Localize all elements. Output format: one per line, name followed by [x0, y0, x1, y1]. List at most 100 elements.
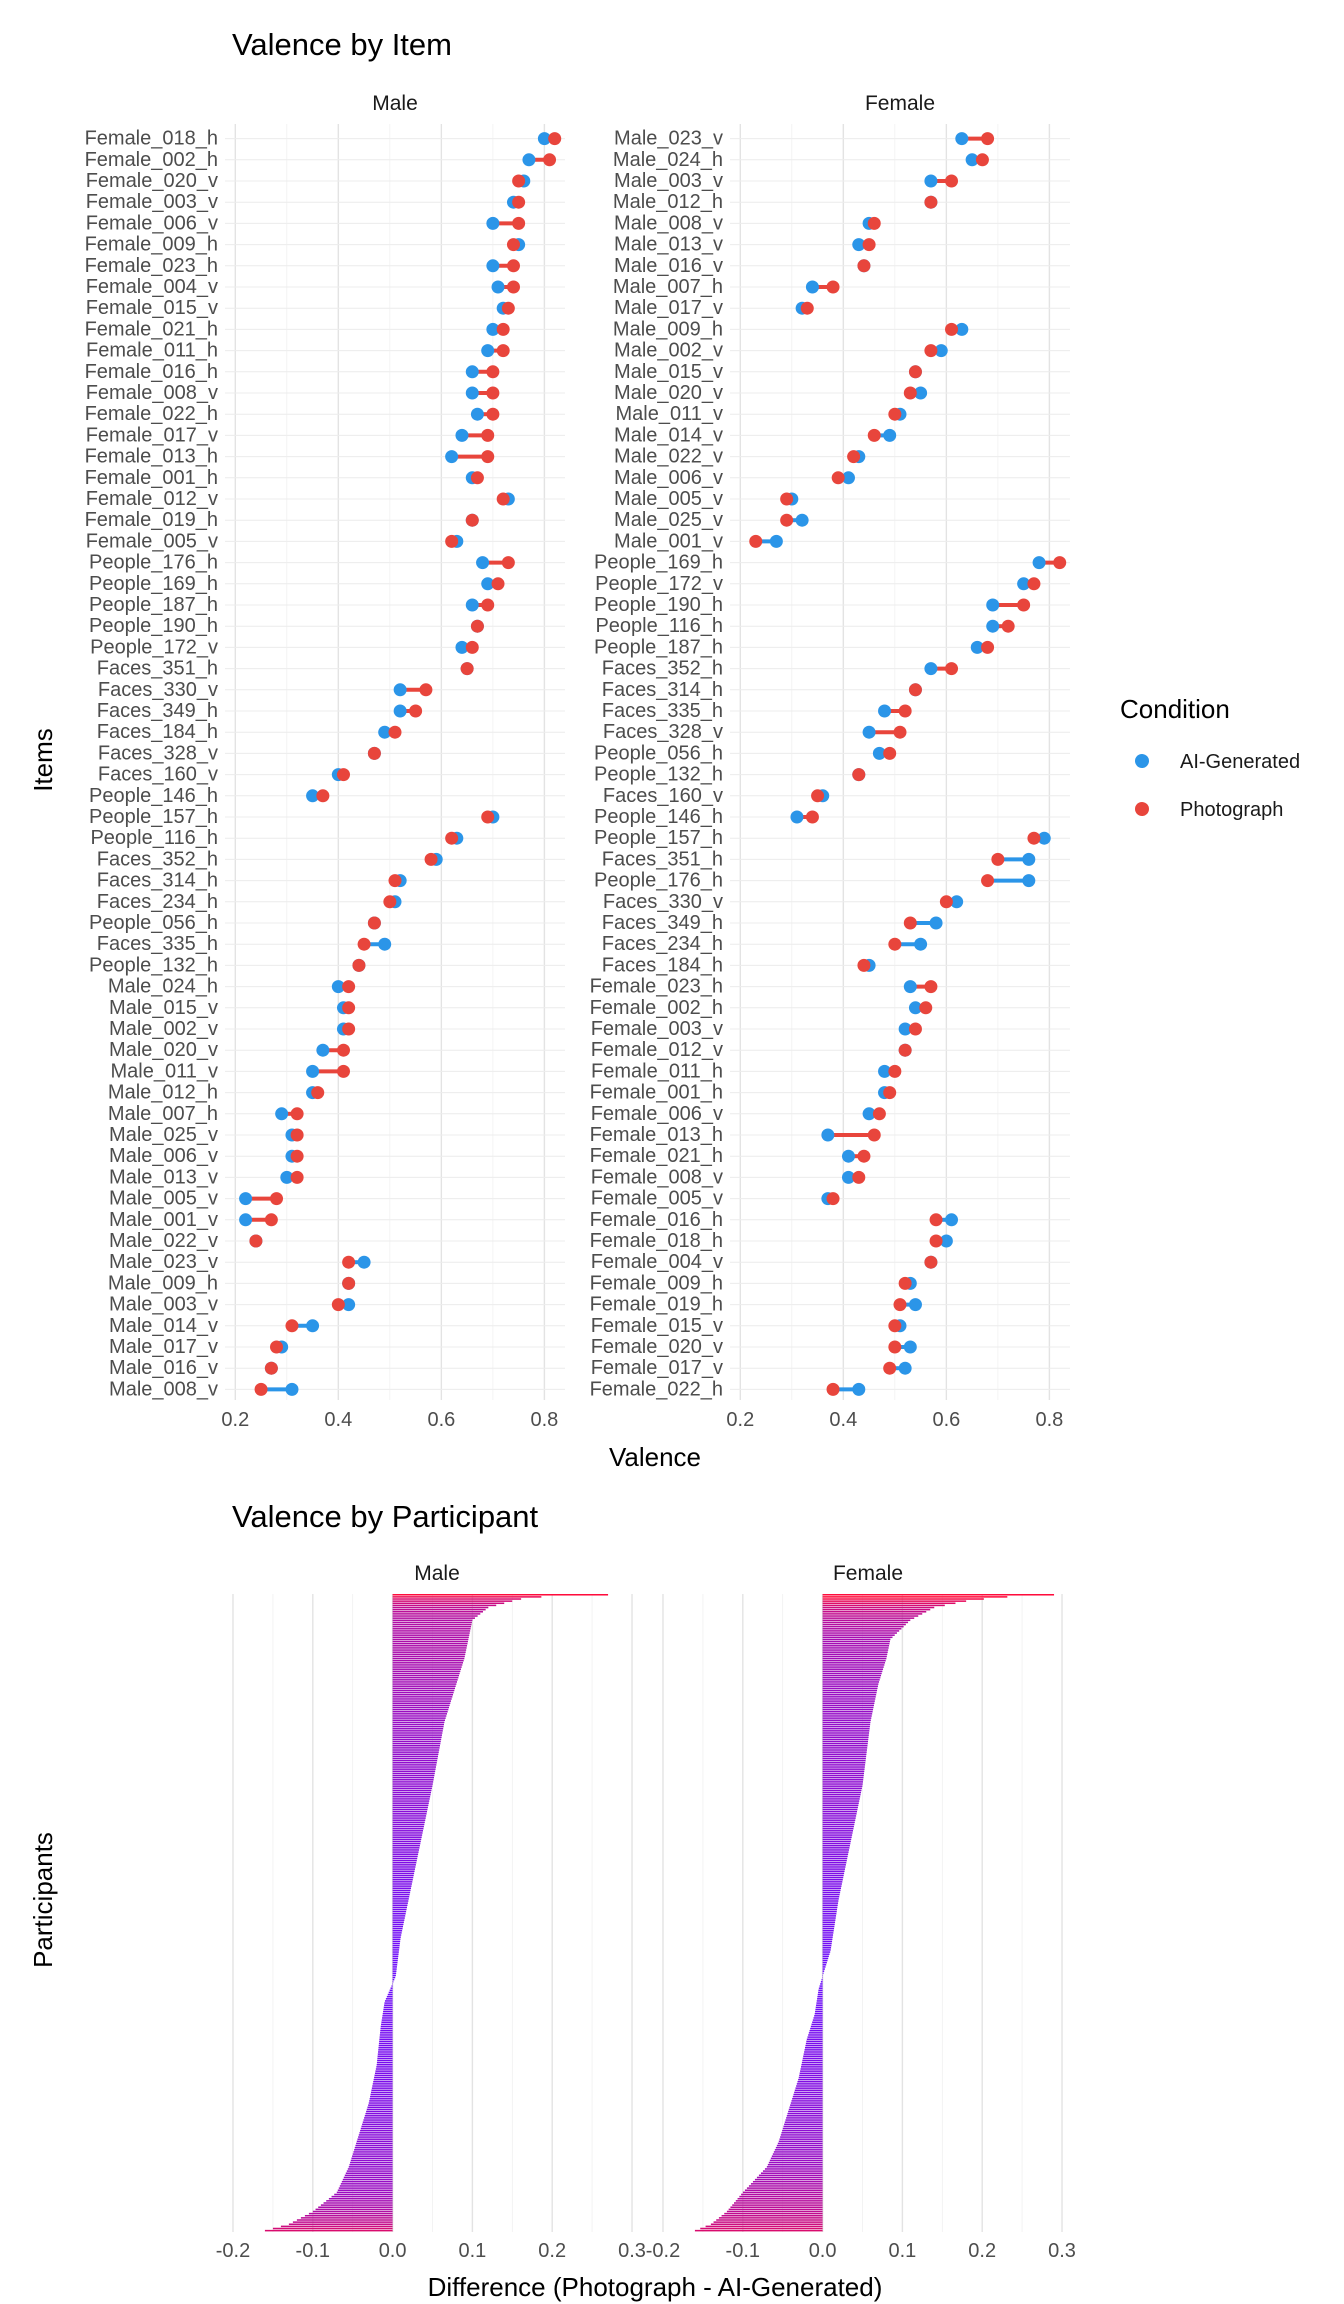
participant-bar	[380, 2025, 393, 2028]
participant-bar	[780, 2136, 823, 2138]
participant-bar	[392, 1830, 424, 1832]
participant-bar	[822, 1885, 842, 1887]
participant-bar	[822, 1611, 927, 1613]
participant-bar	[822, 1859, 847, 1862]
photograph-point	[981, 132, 995, 146]
participant-bar	[822, 1734, 869, 1736]
item-label: Female_011_h	[591, 1060, 723, 1082]
participant-bar	[392, 1961, 398, 1964]
participant-bar	[392, 1855, 418, 1858]
participant-bar	[376, 2061, 393, 2064]
participant-panel-female: Female -0.2 -0.1 0.0 0.1 0.2 0.3	[646, 1562, 1076, 2262]
participant-bar	[392, 1710, 448, 1713]
participant-bar	[361, 2125, 393, 2128]
item-label: Male_002_v	[614, 340, 723, 362]
participant-bar	[822, 1817, 856, 1819]
participant-bar	[822, 1670, 883, 1673]
participant-bar	[775, 2146, 823, 2149]
participant-bar	[800, 2070, 823, 2072]
participant-bar	[381, 2019, 393, 2021]
photograph-point	[888, 937, 902, 951]
photograph-point	[465, 640, 479, 654]
item-label: Male_012_h	[108, 1082, 218, 1104]
participant-bar	[392, 1972, 397, 1975]
participant-bar	[812, 2021, 823, 2023]
photograph-point	[496, 344, 510, 358]
participant-bar	[392, 1815, 427, 1817]
participant-bar	[822, 1938, 833, 1941]
photograph-point	[336, 1043, 350, 1057]
participant-bar	[822, 1666, 884, 1668]
participant-bar	[358, 2136, 393, 2138]
photograph-point	[903, 916, 917, 930]
participant-bar	[822, 1853, 849, 1855]
participant-bar	[799, 2072, 823, 2075]
photograph-point	[929, 1213, 943, 1227]
participant-bar	[814, 2015, 823, 2017]
participant-bar	[769, 2159, 823, 2162]
item-label: Male_023_v	[614, 128, 723, 150]
participant-bar	[822, 1830, 854, 1832]
participant-bar	[392, 1768, 436, 1770]
participant-bar	[822, 1955, 829, 1958]
photograph-point	[501, 556, 515, 570]
photograph-point	[481, 810, 495, 824]
photograph-point	[264, 1361, 278, 1375]
participant-bar	[797, 2081, 823, 2083]
participant-bar	[392, 1942, 400, 1945]
photograph-point	[388, 725, 402, 739]
participant-bar	[392, 1910, 407, 1913]
participant-bar	[392, 1687, 456, 1690]
x-tick-label: 0.1	[888, 2240, 916, 2262]
ai-generated-point	[934, 344, 948, 358]
participant-bar	[378, 2044, 393, 2047]
item-label: Male_020_v	[109, 1039, 218, 1061]
item-label: Male_009_h	[108, 1272, 218, 1294]
ai-generated-point	[378, 725, 392, 739]
item-label: People_132_h	[594, 764, 723, 786]
ai-generated-point	[1032, 556, 1046, 570]
item-label: Faces_184_h	[602, 954, 723, 976]
item-label: Faces_314_h	[602, 679, 723, 701]
participant-bar	[822, 1725, 870, 1728]
photograph-point	[903, 386, 917, 400]
participant-bar	[392, 1621, 472, 1624]
photograph-point	[481, 598, 495, 612]
participant-bar	[392, 1919, 405, 1921]
participant-bar	[805, 2044, 823, 2047]
participant-bar	[812, 2019, 823, 2021]
ai-generated-point	[769, 534, 783, 548]
participant-bar	[392, 1949, 400, 1951]
participant-bar	[818, 1989, 823, 1992]
participant-bar	[366, 2108, 393, 2111]
item-label: Female_012_v	[86, 488, 218, 510]
participant-bar	[392, 1604, 497, 1607]
ai-generated-point	[522, 153, 536, 167]
photograph-point	[264, 1213, 278, 1227]
ai-generated-point	[929, 916, 943, 930]
participant-bar	[764, 2168, 823, 2170]
participant-bar	[822, 1789, 862, 1792]
participant-bar	[382, 2017, 393, 2019]
item-label: Female_002_h	[85, 149, 218, 171]
ai-generated-point	[862, 725, 876, 739]
participant-bar	[788, 2108, 823, 2111]
item-label: Male_011_v	[111, 1060, 218, 1082]
item-label: Female_009_h	[85, 234, 218, 256]
participant-bar	[378, 2042, 393, 2045]
photograph-point	[1001, 619, 1015, 633]
participant-bar	[822, 1710, 873, 1713]
participant-bar	[351, 2157, 393, 2160]
ai-generated-point	[908, 1298, 922, 1312]
participant-bar	[392, 1723, 444, 1726]
participant-bar	[392, 1793, 431, 1796]
ai-generated-point	[924, 662, 938, 676]
participant-bar	[392, 1672, 460, 1675]
participant-bar	[392, 1923, 404, 1926]
x-tick-label: 0.2	[221, 1409, 249, 1431]
participant-bar	[370, 2093, 393, 2096]
participant-bar	[339, 2185, 393, 2187]
participant-bar	[392, 1623, 472, 1626]
participant-bar	[815, 2006, 823, 2009]
ai-generated-point	[795, 513, 809, 527]
